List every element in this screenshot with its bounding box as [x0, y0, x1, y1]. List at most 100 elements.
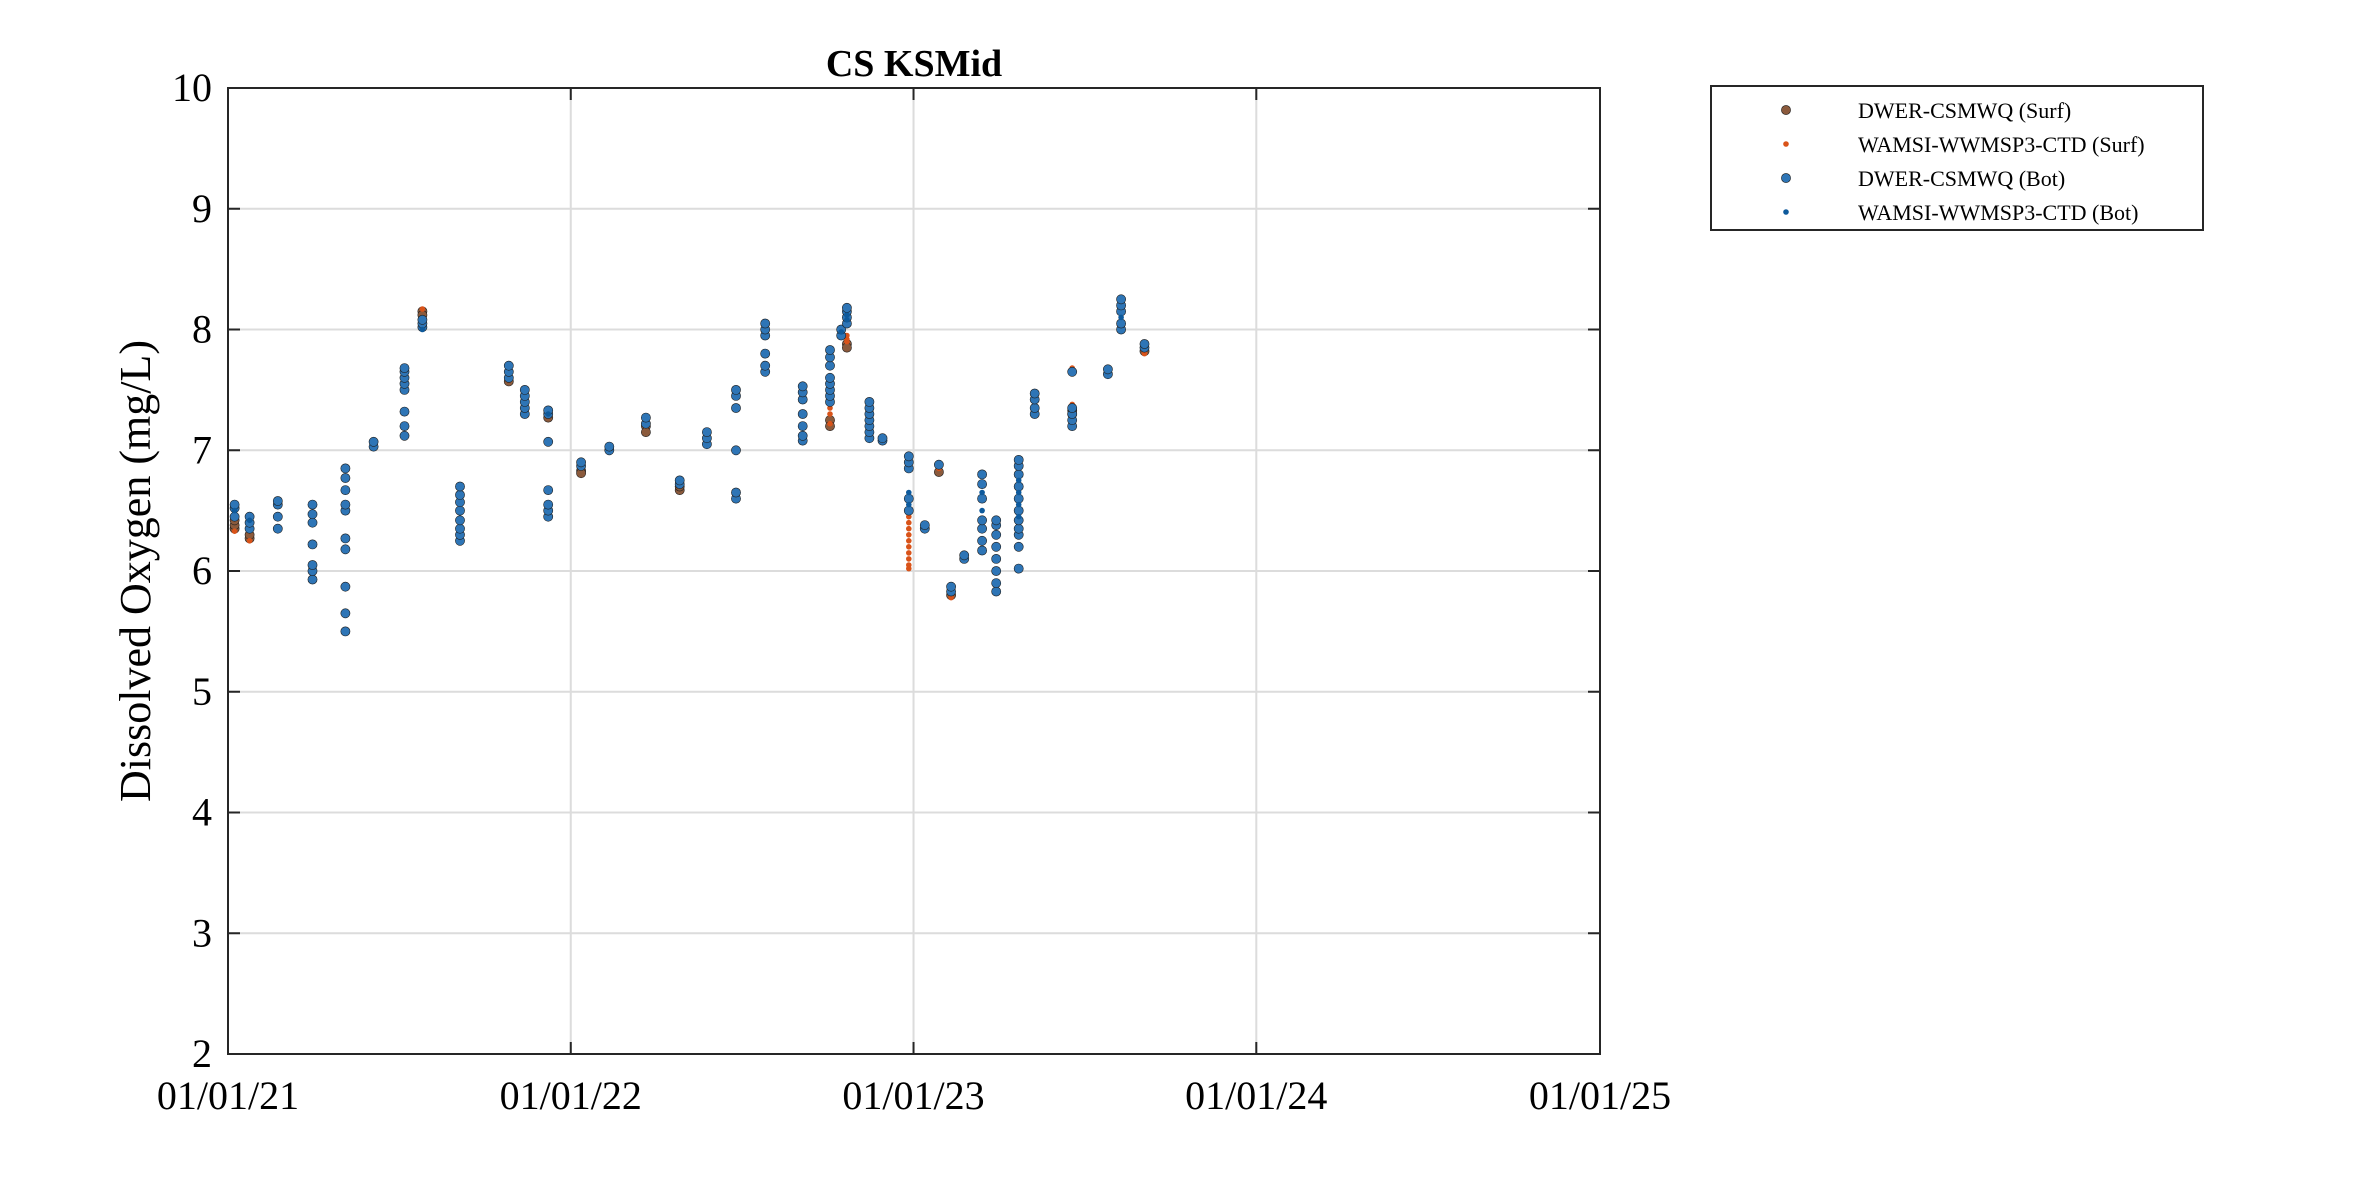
data-point	[827, 411, 833, 417]
data-point	[959, 550, 970, 561]
data-point	[674, 475, 685, 486]
data-point	[399, 430, 410, 441]
data-point	[519, 384, 530, 395]
data-point	[825, 360, 835, 371]
data-point	[419, 306, 426, 312]
series-3	[231, 312, 1124, 524]
ticks-layer: 2 3 4 5 6 7 8 9 10 01/01/21 01/01/22 01/01/23 01/01/…	[157, 65, 1671, 1118]
legend-marker	[1783, 141, 1789, 147]
legend-label: DWER-CSMWQ (Bot)	[1858, 166, 2065, 191]
data-point	[340, 533, 351, 544]
data-point	[455, 515, 465, 526]
data-point	[641, 412, 651, 423]
data-point	[991, 566, 1002, 576]
data-point	[340, 463, 351, 474]
data-point	[503, 360, 514, 371]
data-point	[231, 507, 238, 514]
data-point	[906, 489, 912, 496]
x-tick-label: 01/01/24	[1185, 1073, 1327, 1118]
data-point	[977, 523, 987, 534]
y-tick-label: 5	[192, 669, 212, 714]
data-point	[977, 515, 987, 526]
legend-label: DWER-CSMWQ (Surf)	[1858, 98, 2071, 123]
data-point	[977, 545, 987, 556]
data-point	[399, 421, 410, 431]
data-point	[307, 499, 318, 510]
data-point	[419, 326, 426, 333]
data-point	[934, 459, 944, 470]
y-tick-label: 6	[192, 548, 212, 593]
data-point	[731, 403, 741, 413]
data-point	[455, 481, 465, 492]
data-point	[825, 372, 835, 383]
data-point	[246, 538, 253, 544]
data-point	[797, 409, 808, 419]
data-point	[1116, 318, 1126, 329]
data-point	[1067, 366, 1078, 377]
data-point	[919, 520, 930, 530]
data-point	[576, 457, 586, 468]
data-point	[231, 528, 238, 534]
y-tick-label: 9	[192, 186, 212, 231]
chart-title: CS KSMid	[826, 43, 1002, 85]
data-point	[906, 538, 912, 544]
data-point	[991, 554, 1002, 564]
legend-box	[1710, 85, 2204, 231]
y-tick-label: 4	[192, 790, 212, 835]
data-point	[307, 574, 318, 585]
data-point	[1013, 454, 1024, 465]
data-point	[760, 348, 771, 359]
legend-label: WAMSI-WWMSP3-CTD (Surf)	[1858, 132, 2145, 157]
data-point	[272, 523, 283, 534]
data-point	[340, 581, 351, 592]
data-point	[340, 473, 351, 483]
data-point	[1116, 294, 1126, 305]
data-point	[1013, 541, 1024, 552]
data-point	[731, 384, 741, 395]
data-point	[903, 451, 914, 462]
data-point	[1015, 477, 1022, 484]
data-point	[760, 360, 771, 371]
legend-marker	[1781, 173, 1791, 183]
data-point	[906, 550, 912, 556]
data-point	[545, 411, 551, 417]
data-point	[702, 427, 712, 437]
data-point	[906, 513, 912, 520]
data-point	[977, 493, 987, 504]
data-point	[455, 489, 465, 500]
grid-layer	[228, 88, 1600, 1054]
y-tick-label: 3	[192, 910, 212, 955]
data-point	[229, 511, 240, 522]
data-point	[991, 529, 1002, 540]
data-point	[991, 515, 1002, 526]
data-point	[368, 436, 379, 447]
x-tick-label: 01/01/23	[842, 1073, 984, 1118]
data-point	[760, 318, 771, 329]
data-point	[844, 338, 850, 345]
data-point	[1029, 403, 1040, 413]
x-tick-label: 01/01/21	[157, 1073, 299, 1118]
data-point	[797, 421, 808, 431]
y-tick-label: 10	[172, 65, 212, 110]
data-point	[906, 544, 912, 550]
data-point	[1118, 314, 1124, 321]
data-point	[340, 485, 351, 495]
data-point	[827, 405, 833, 411]
data-point	[827, 420, 833, 427]
data-point	[1103, 364, 1113, 375]
data-point	[731, 487, 741, 498]
legend: DWER-CSMWQ (Surf) WAMSI-WWMSP3-CTD (Surf)…	[1710, 85, 2204, 231]
data-point	[1015, 489, 1022, 496]
data-point	[246, 517, 253, 524]
y-tick-label: 2	[192, 1031, 212, 1076]
data-point	[417, 314, 428, 325]
data-point	[977, 535, 987, 546]
data-point	[307, 517, 318, 528]
data-point	[906, 501, 912, 508]
data-point	[842, 302, 852, 313]
data-point	[455, 523, 465, 534]
data-point	[340, 544, 351, 555]
data-point	[455, 505, 465, 516]
data-point	[991, 541, 1002, 552]
data-point	[543, 499, 554, 510]
